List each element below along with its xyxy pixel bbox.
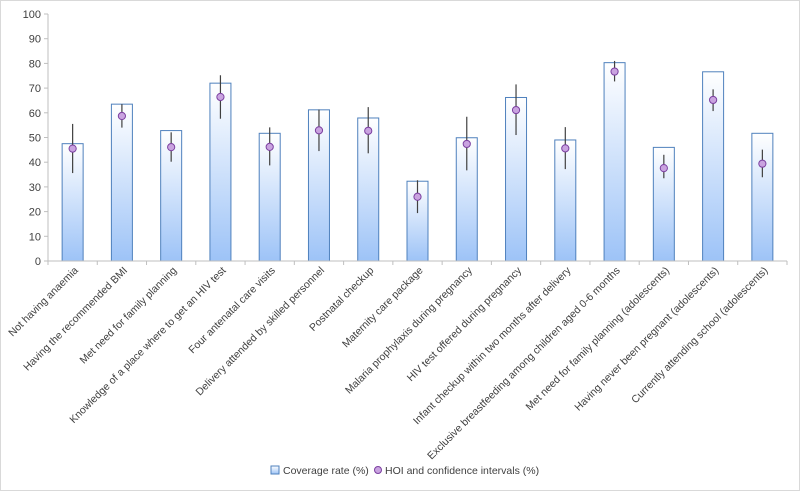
hoi-point [758, 159, 767, 168]
x-tick-label: Maternity care package [340, 265, 426, 351]
legend-label-coverage: Coverage rate (%) [283, 465, 369, 477]
y-tick-label: 0 [35, 256, 41, 268]
hoi-series [68, 60, 767, 214]
y-tick-label: 100 [23, 9, 41, 21]
y-tick-label: 40 [29, 157, 41, 169]
y-tick-label: 60 [29, 108, 41, 120]
legend: Coverage rate (%) HOI and confidence int… [270, 465, 539, 477]
legend-marker-hoi [374, 466, 382, 474]
hoi-point [216, 92, 225, 102]
hoi-point [117, 111, 127, 121]
hoi-point [709, 95, 718, 105]
hoi-point [462, 139, 471, 149]
y-tick-label: 20 [29, 207, 41, 219]
hoi-point [659, 164, 668, 173]
x-tick-label: Met need for family planning [78, 265, 180, 367]
bar-series [61, 62, 774, 262]
x-tick-label: Exclusive breastfeeding among children a… [425, 265, 623, 463]
hoi-point [364, 126, 373, 135]
legend-label-hoi: HOI and confidence intervals (%) [385, 465, 539, 477]
y-axis: 0 10 20 30 40 50 60 70 80 90 100 [23, 9, 49, 268]
y-tick-label: 90 [29, 34, 41, 46]
hoi-point [511, 105, 521, 115]
y-tick-label: 80 [29, 58, 41, 70]
hoi-point [413, 192, 422, 201]
hoi-point [561, 144, 570, 153]
y-tick-label: 30 [29, 182, 41, 194]
y-tick-label: 70 [29, 83, 41, 95]
hoi-point [314, 126, 324, 135]
hoi-point [610, 67, 619, 76]
bar [603, 62, 626, 262]
hoi-point [68, 144, 77, 153]
hoi-point [265, 142, 274, 151]
y-tick-label: 10 [29, 231, 41, 243]
legend-swatch-coverage [270, 465, 280, 475]
y-tick-label: 50 [29, 133, 41, 145]
bar [110, 103, 133, 262]
x-tick-label: Having the recommended BMI [21, 265, 130, 374]
x-tick-label: Four antenatal care visits [186, 265, 277, 356]
hoi-point [167, 143, 176, 152]
